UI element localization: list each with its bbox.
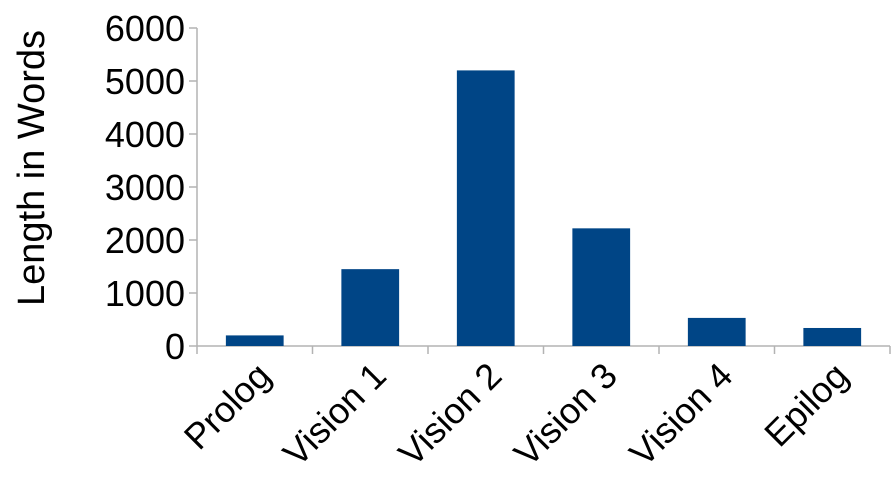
- y-axis-label: Length in Words: [11, 30, 53, 306]
- y-tick-label: 3000: [105, 167, 185, 208]
- y-tick-label: 4000: [105, 114, 185, 155]
- x-tick-label: Epilog: [756, 355, 856, 455]
- y-tick-label: 5000: [105, 61, 185, 102]
- bar-epilog: [803, 327, 862, 346]
- x-tick-label: Vision 3: [506, 355, 625, 474]
- y-tick-label: 6000: [105, 8, 185, 49]
- x-tick-label: Prolog: [176, 355, 279, 458]
- x-tick-label: Vision 4: [621, 355, 740, 474]
- x-tick-label: Vision 2: [390, 355, 509, 474]
- bar-prolog: [225, 335, 284, 346]
- y-tick-label: 2000: [105, 220, 185, 261]
- bar-vision-4: [687, 317, 746, 346]
- x-tick-label: Vision 1: [275, 355, 394, 474]
- bar-vision-2: [456, 70, 515, 347]
- bar-vision-3: [572, 228, 631, 346]
- bar-vision-1: [341, 269, 400, 346]
- y-tick-label: 0: [165, 326, 185, 367]
- y-tick-label: 1000: [105, 273, 185, 314]
